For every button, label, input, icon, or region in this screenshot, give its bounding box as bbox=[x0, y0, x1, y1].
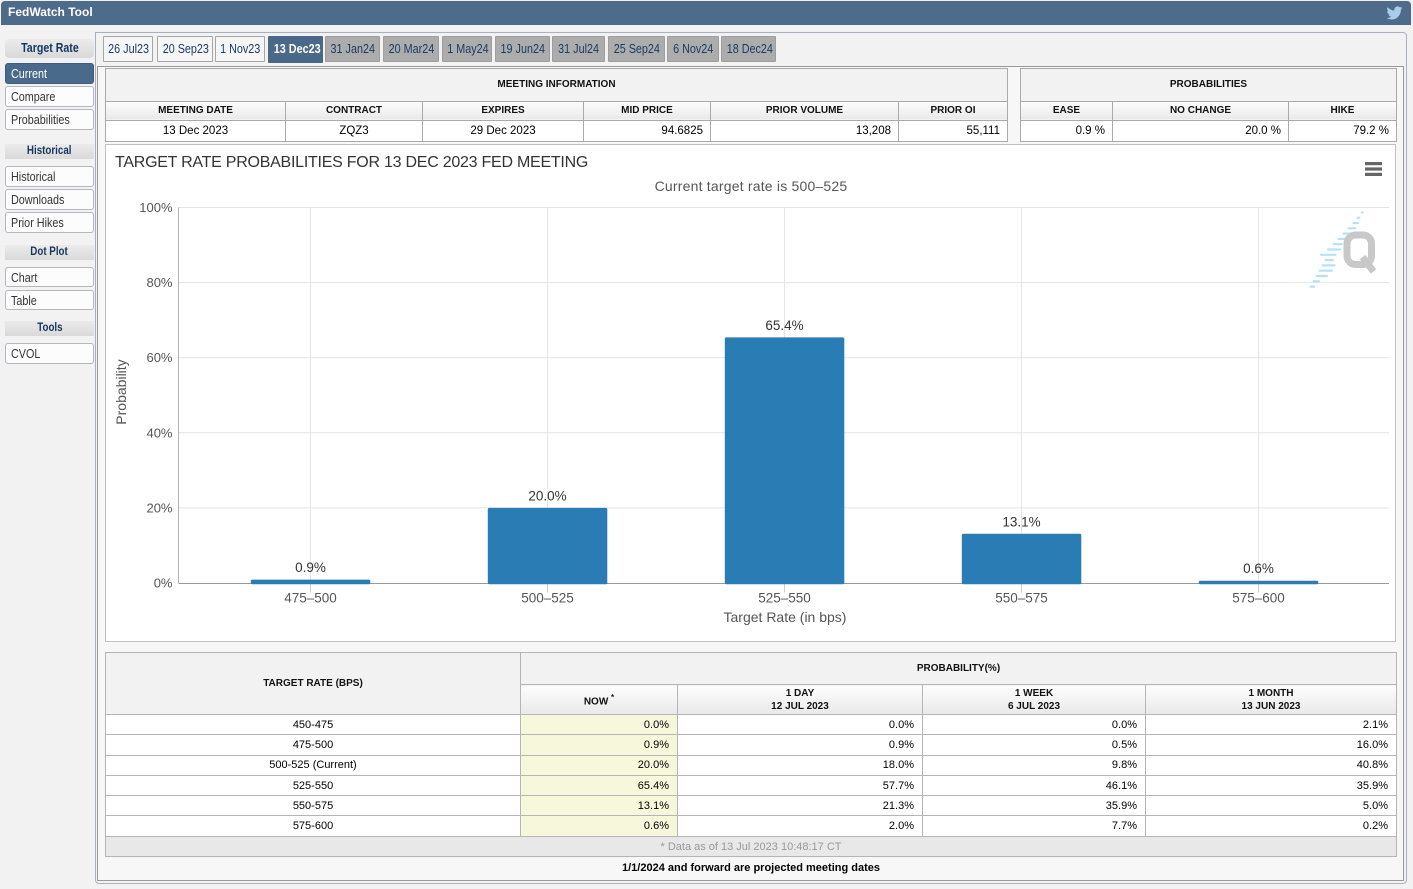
svg-text:100%: 100% bbox=[139, 200, 173, 215]
svg-text:40%: 40% bbox=[146, 425, 172, 440]
svg-text:60%: 60% bbox=[146, 350, 172, 365]
svg-text:0%: 0% bbox=[154, 576, 173, 591]
svg-text:Target Rate (in bps): Target Rate (in bps) bbox=[724, 609, 847, 625]
svg-text:0.6%: 0.6% bbox=[1243, 561, 1274, 576]
svg-text:Current target rate is 500–525: Current target rate is 500–525 bbox=[655, 178, 848, 194]
svg-text:575–600: 575–600 bbox=[1232, 591, 1285, 606]
svg-text:20.0%: 20.0% bbox=[528, 488, 566, 503]
svg-text:80%: 80% bbox=[146, 275, 172, 290]
svg-text:550–575: 550–575 bbox=[995, 591, 1048, 606]
svg-text:475–500: 475–500 bbox=[284, 591, 337, 606]
svg-text:Probability: Probability bbox=[113, 359, 129, 424]
svg-text:525–550: 525–550 bbox=[758, 591, 811, 606]
svg-text:65.4%: 65.4% bbox=[765, 318, 803, 333]
svg-text:500–525: 500–525 bbox=[521, 591, 574, 606]
svg-text:TARGET RATE PROBABILITIES FOR: TARGET RATE PROBABILITIES FOR 13 DEC 202… bbox=[115, 154, 588, 171]
svg-text:13.1%: 13.1% bbox=[1002, 514, 1040, 529]
svg-text:20%: 20% bbox=[146, 500, 172, 515]
svg-text:0.9%: 0.9% bbox=[295, 560, 326, 575]
